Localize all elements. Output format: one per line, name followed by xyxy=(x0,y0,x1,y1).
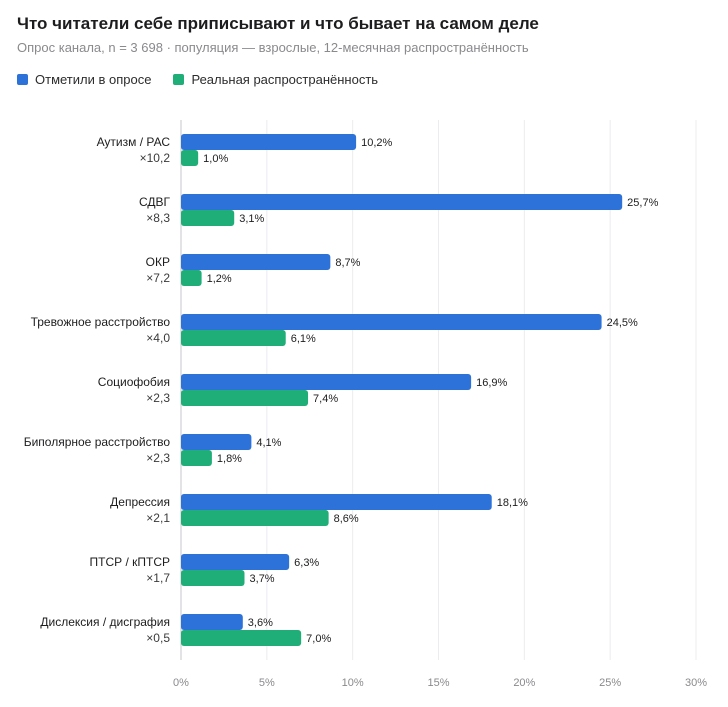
category-label: СДВГ xyxy=(139,195,171,209)
data-label-real: 3,7% xyxy=(250,573,275,585)
category-label: Аутизм / РАС xyxy=(97,135,171,149)
bar-survey xyxy=(181,494,492,510)
data-label-survey: 18,1% xyxy=(497,497,528,509)
bar-real xyxy=(181,150,199,166)
data-label-survey: 24,5% xyxy=(607,317,638,329)
bar-survey xyxy=(181,194,623,210)
x-tick-label: 20% xyxy=(513,677,535,689)
category-label: Депрессия xyxy=(110,495,170,509)
bar-survey xyxy=(181,614,243,630)
ratio-label: ×7,2 xyxy=(146,271,170,285)
bar-real xyxy=(181,630,302,646)
data-label-real: 6,1% xyxy=(291,333,316,345)
x-tick-label: 5% xyxy=(259,677,275,689)
data-label-survey: 10,2% xyxy=(361,137,392,149)
category-label: Биполярное расстройство xyxy=(24,435,171,449)
ratio-label: ×2,3 xyxy=(146,451,170,465)
data-label-real: 1,2% xyxy=(207,273,232,285)
x-tick-label: 25% xyxy=(599,677,621,689)
bar-real xyxy=(181,210,235,226)
category-label: Тревожное расстройство xyxy=(31,315,171,329)
bar-survey xyxy=(181,134,357,150)
data-label-survey: 8,7% xyxy=(335,257,360,269)
data-label-real: 7,4% xyxy=(313,393,338,405)
ratio-label: ×2,1 xyxy=(146,511,170,525)
data-label-survey: 6,3% xyxy=(294,557,319,569)
bar-real xyxy=(181,510,329,526)
bar-survey xyxy=(181,434,252,450)
bar-real xyxy=(181,390,309,406)
ratio-label: ×0,5 xyxy=(146,631,170,645)
category-label: ОКР xyxy=(146,255,170,269)
ratio-label: ×4,0 xyxy=(146,331,170,345)
ratio-label: ×8,3 xyxy=(146,211,170,225)
x-tick-label: 15% xyxy=(427,677,449,689)
legend-label-survey: Отметили в опросе xyxy=(35,72,152,87)
bar-real xyxy=(181,450,212,466)
data-label-survey: 4,1% xyxy=(256,437,281,449)
bar-real xyxy=(181,570,245,586)
data-label-real: 7,0% xyxy=(306,633,331,645)
ratio-label: ×10,2 xyxy=(140,151,171,165)
x-tick-label: 30% xyxy=(685,677,707,689)
data-label-real: 1,8% xyxy=(217,453,242,465)
category-label: Социофобия xyxy=(98,375,170,389)
legend-swatch-survey xyxy=(17,74,28,85)
bar-survey xyxy=(181,254,331,270)
ratio-label: ×2,3 xyxy=(146,391,170,405)
data-label-real: 1,0% xyxy=(203,153,228,165)
chart-title: Что читатели себе приписывают и что быва… xyxy=(17,14,539,33)
chart-subtitle: Опрос канала, n = 3 698 · популяция — вз… xyxy=(17,40,529,55)
legend-label-real: Реальная распространённость xyxy=(191,72,379,87)
category-label: Дислексия / дисграфия xyxy=(40,615,170,629)
data-label-survey: 16,9% xyxy=(476,377,507,389)
data-label-real: 8,6% xyxy=(334,513,359,525)
ratio-label: ×1,7 xyxy=(146,571,170,585)
chart-legend: Отметили в опросе Реальная распространён… xyxy=(17,72,400,87)
bar-survey xyxy=(181,554,290,570)
data-label-survey: 25,7% xyxy=(627,197,658,209)
legend-swatch-real xyxy=(173,74,185,85)
data-label-survey: 3,6% xyxy=(248,617,273,629)
legend-item-real: Реальная распространённость xyxy=(173,72,378,87)
bar-real xyxy=(181,330,286,346)
category-label: ПТСР / кПТСР xyxy=(89,555,170,569)
data-label-real: 3,1% xyxy=(239,213,264,225)
x-tick-label: 0% xyxy=(173,677,189,689)
legend-item-survey: Отметили в опросе xyxy=(17,72,151,87)
bar-survey xyxy=(181,374,472,390)
bar-real xyxy=(181,270,202,286)
x-tick-label: 10% xyxy=(342,677,364,689)
bar-survey xyxy=(181,314,602,330)
